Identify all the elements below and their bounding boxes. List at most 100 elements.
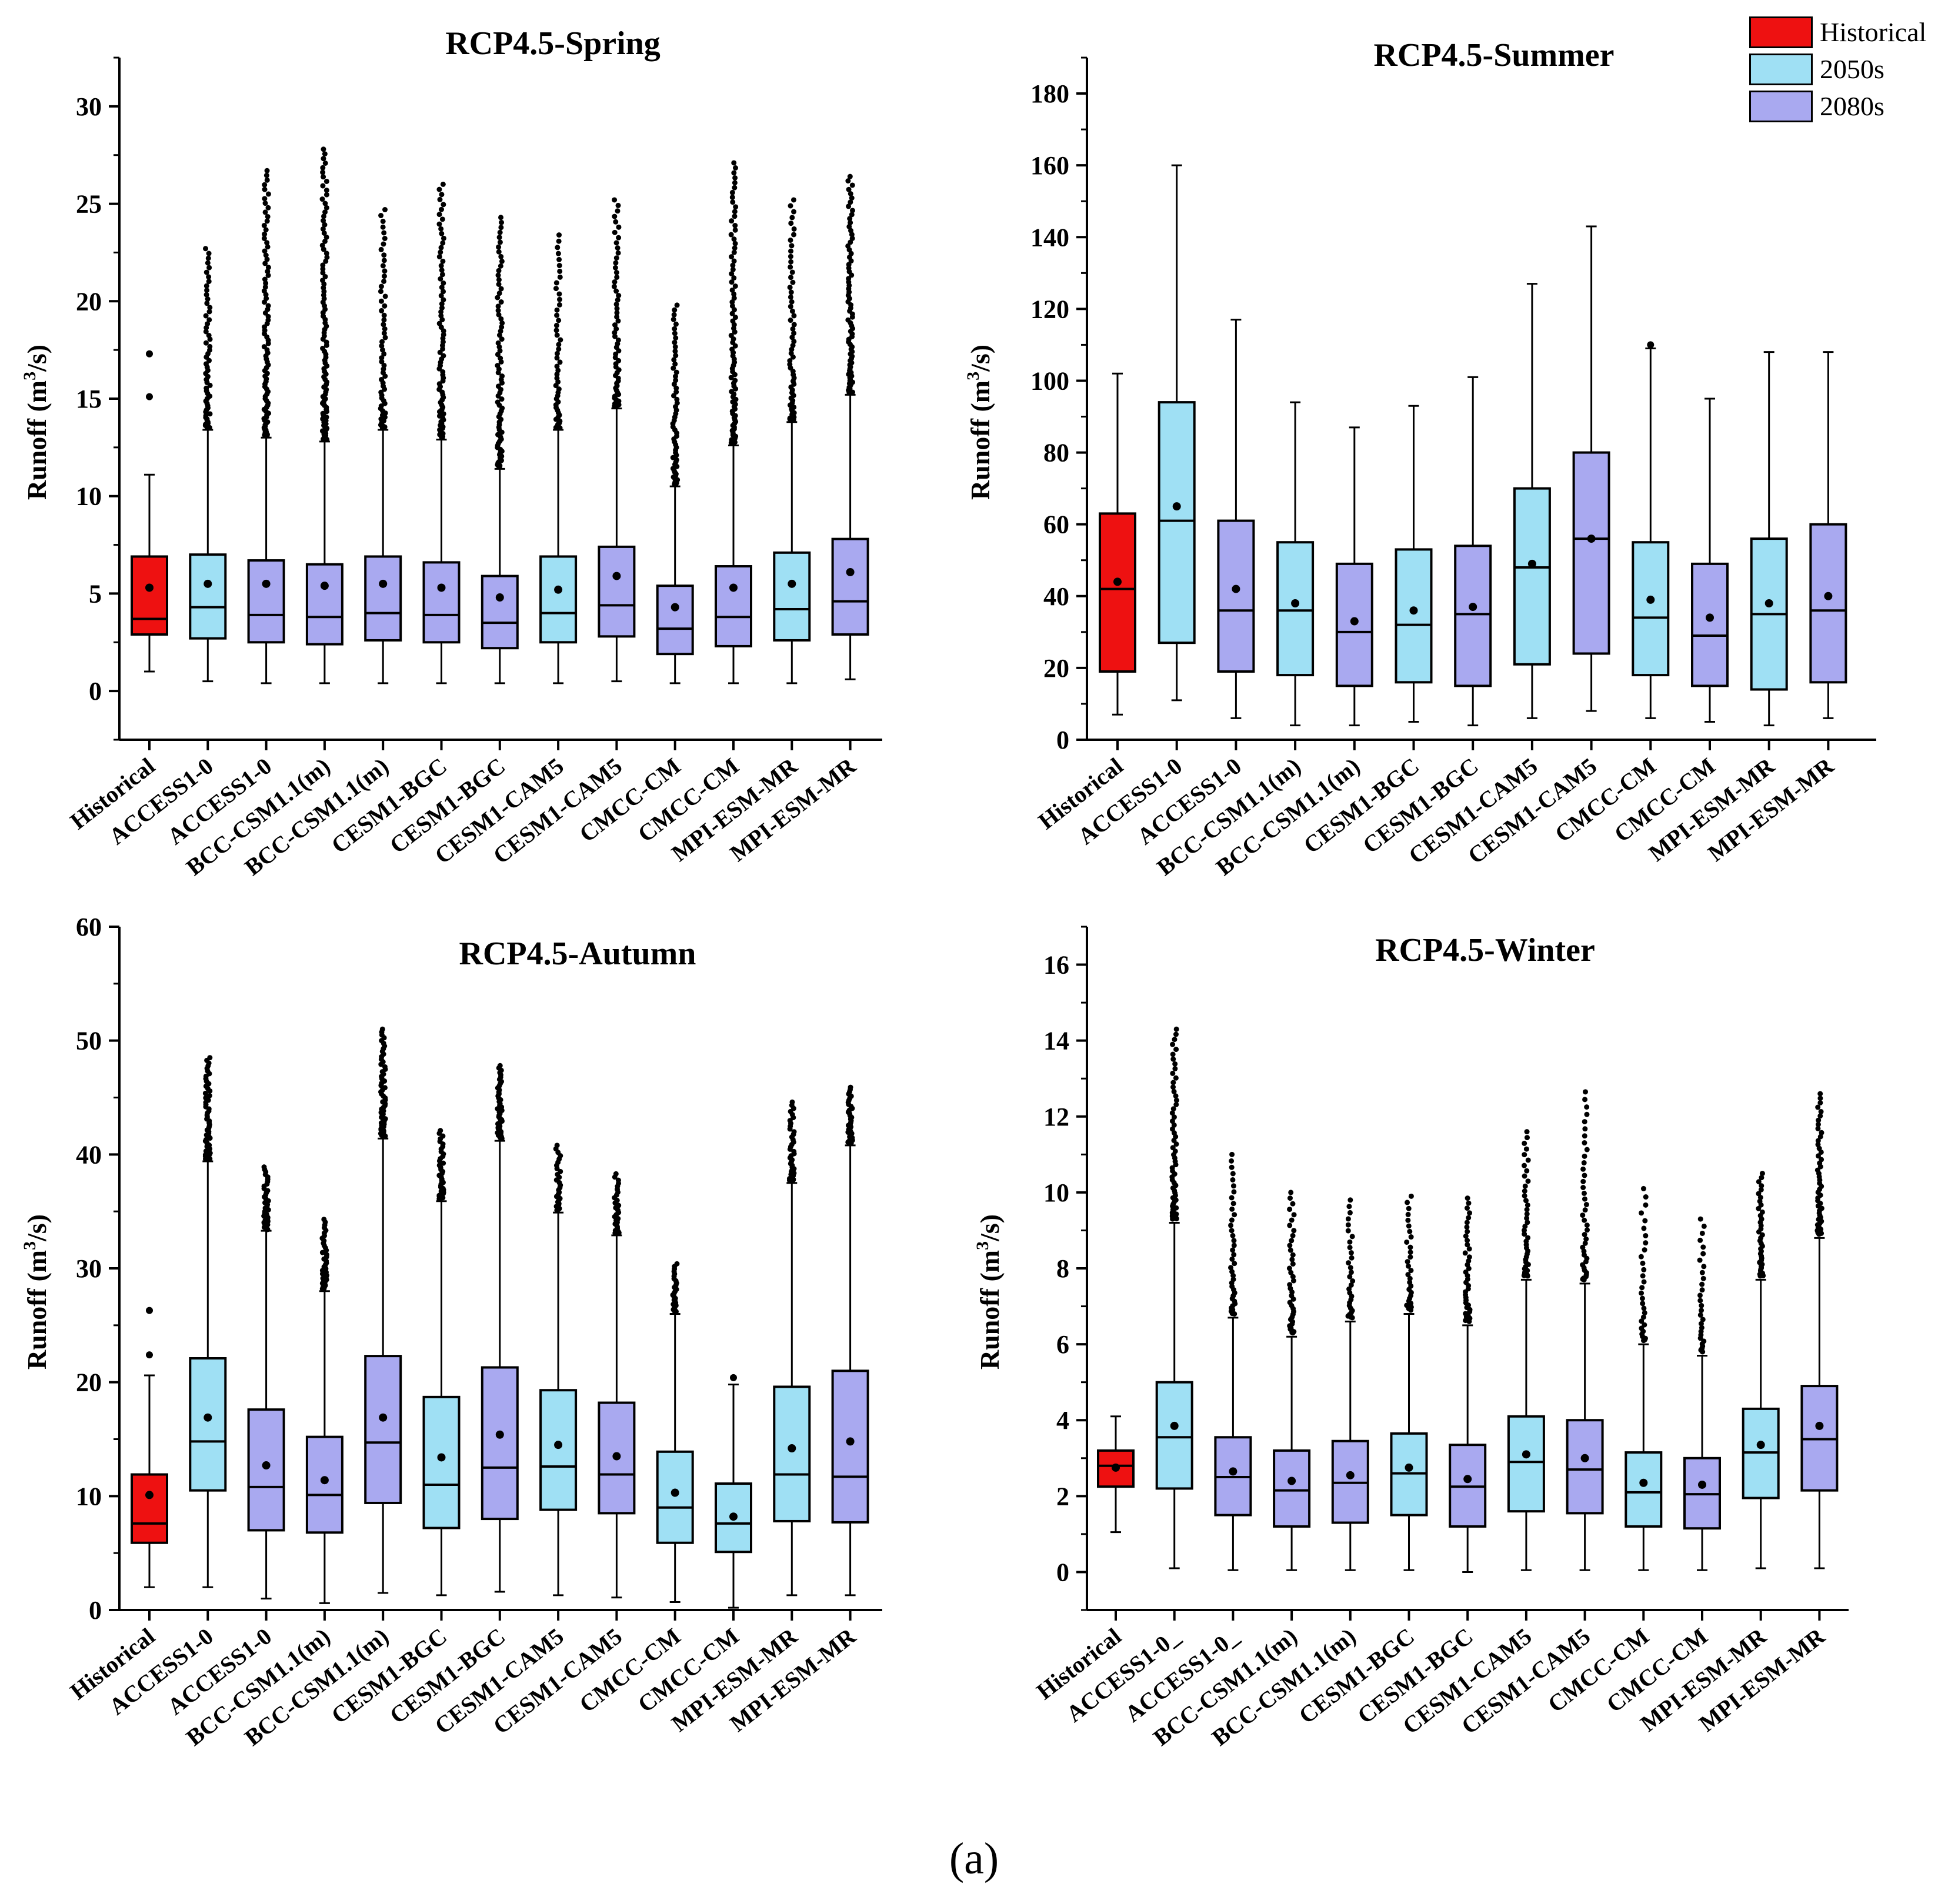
outlier-point [1348,1250,1354,1255]
outlier-point [1697,1257,1703,1263]
y-tick-label: 140 [1030,223,1069,252]
outlier-point [320,262,326,268]
outlier-point [787,285,793,290]
outlier-point [1584,1227,1590,1233]
outlier-point [729,271,735,277]
outlier-point [496,290,502,296]
iqr-box [656,584,694,656]
outlier-point [321,246,326,252]
outlier-point [381,330,387,336]
outlier-point [321,218,326,223]
outlier-point [788,294,793,300]
box-7: CESM1-BGC [385,215,519,859]
outlier-point [1405,1200,1410,1205]
outlier-point [1699,1281,1705,1287]
outlier-point [1582,1207,1588,1213]
outlier-point [203,313,209,319]
mean-marker [1639,1478,1648,1487]
outlier-point [1404,1302,1410,1308]
outlier-point [265,313,271,319]
outlier-point [849,182,855,188]
outlier-point [553,280,559,286]
outlier-point [1231,1242,1237,1248]
outlier-point [440,181,446,187]
outlier-point [322,222,328,228]
outlier-point [789,299,795,305]
chart-title: RCP4.5-Autumn [459,936,696,972]
outlier-point [1287,1282,1293,1288]
outlier-point [1170,1070,1176,1076]
outlier-point [1171,1122,1177,1128]
outlier-point [1641,1225,1647,1231]
outlier-point [1173,1093,1179,1099]
mean-marker [1350,617,1359,626]
outlier-point [379,376,385,382]
iqr-box [1395,548,1433,684]
outlier-point [1525,1157,1531,1163]
outlier-point [1287,1222,1293,1228]
outlier-point [729,303,735,309]
outlier-point [496,277,502,283]
outlier-point [1819,1130,1824,1135]
mean-marker [1229,1467,1237,1476]
outlier-point [206,332,212,338]
iqr-box [1155,1381,1193,1490]
y-tick-label: 10 [76,482,102,511]
outlier-point [1173,1026,1179,1032]
y-tick-label: 50 [76,1027,102,1055]
iqr-box [1809,523,1847,684]
outlier-point [264,240,270,246]
outlier-point [847,216,853,222]
outlier-point [732,283,738,289]
outlier-point [1230,1183,1236,1189]
iqr-box [1099,512,1136,673]
outlier-point [788,275,794,280]
mean-marker [671,1488,679,1497]
outlier-point [1170,1106,1176,1112]
mean-marker [612,572,621,580]
mean-marker [437,583,446,592]
box-6: CESM1-BGC [326,181,461,859]
y-tick-label: 6 [1056,1330,1069,1359]
outlier-point [379,308,385,313]
outlier-point [1582,1240,1588,1246]
outlier-point [1406,1263,1412,1269]
outlier-point [1230,1171,1236,1177]
outlier-point [320,266,326,272]
outlier-point [1697,1298,1703,1304]
outlier-point [322,160,328,166]
outlier-point [1815,1142,1821,1148]
outlier-point [674,302,680,308]
outlier-point [379,1026,385,1032]
outlier-point [1582,1097,1588,1103]
outlier-point [1345,1222,1351,1228]
outlier-point [1229,1206,1235,1212]
outlier-point [671,357,677,363]
outlier-point [1170,1080,1176,1085]
outlier-point [498,263,503,269]
outlier-point [848,220,853,226]
outlier-point [615,1177,621,1183]
outlier-point [497,239,503,245]
outlier-point [789,1099,795,1105]
box-1: Historical [65,350,168,834]
outlier-point [380,263,386,269]
outlier-point [729,195,735,201]
outlier-point [320,278,326,283]
outlier-point [1524,1129,1530,1135]
outlier-point [1346,1286,1352,1292]
outlier-point [554,350,560,356]
outlier-point [263,252,269,258]
outlier-point [203,340,209,346]
outlier-point [845,243,851,249]
outlier-point [731,295,737,301]
outlier-point [1524,1215,1530,1221]
outlier-point [1290,1261,1296,1267]
outlier-point [499,396,505,402]
outlier-point [788,221,794,226]
outlier-point [206,279,212,285]
iqr-box [715,565,752,647]
outlier-point [499,219,505,225]
outlier-point [612,322,618,328]
legend-label-historical: Historical [1820,17,1927,47]
